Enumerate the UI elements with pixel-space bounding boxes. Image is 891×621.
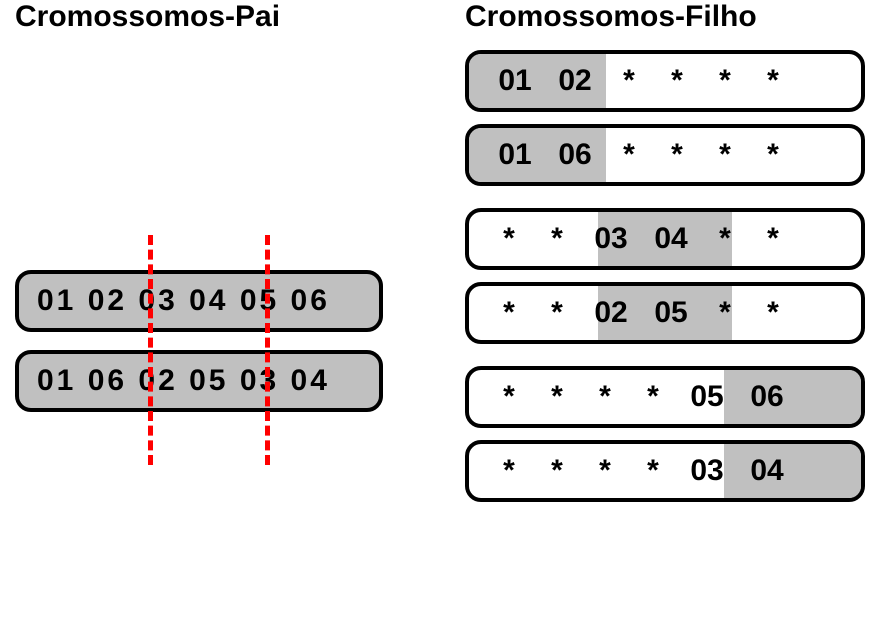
child-2-gene-2: 06 [545, 138, 605, 172]
child-6-gene-5: 03 [677, 454, 737, 488]
child-6-gene-6: 04 [737, 454, 797, 488]
child-5-gene-5: 05 [677, 380, 737, 414]
child-group-2: **0304****0205** [465, 208, 865, 344]
child-1-gene-2: 02 [545, 64, 605, 98]
child-5-gene-6: 06 [737, 380, 797, 414]
child-3-gene-6: * [749, 222, 797, 256]
child-4-gene-1: * [485, 296, 533, 330]
child-1-gene-4: * [653, 64, 701, 98]
child-5-gene-1: * [485, 380, 533, 414]
child-5-gene-2: * [533, 380, 581, 414]
child-chromosome-1: 0102**** [465, 50, 865, 112]
child-chromosome-3: **0304** [465, 208, 865, 270]
child-1-gene-1: 01 [485, 64, 545, 98]
child-title: Cromossomos-Filho [465, 0, 757, 34]
child-4-gene-5: * [701, 296, 749, 330]
child-3-gene-2: * [533, 222, 581, 256]
parent-title: Cromossomos-Pai [15, 0, 280, 34]
child-3-gene-1: * [485, 222, 533, 256]
child-chromosome-4: **0205** [465, 282, 865, 344]
child-6-gene-1: * [485, 454, 533, 488]
child-chromosome-2: 0106**** [465, 124, 865, 186]
child-group-1: 0102****0106**** [465, 50, 865, 186]
child-2-gene-4: * [653, 138, 701, 172]
child-6-gene-2: * [533, 454, 581, 488]
child-4-gene-3: 02 [581, 296, 641, 330]
child-4-gene-4: 05 [641, 296, 701, 330]
crossover-cut-line-1 [148, 235, 153, 465]
child-2-gene-1: 01 [485, 138, 545, 172]
child-3-gene-4: 04 [641, 222, 701, 256]
child-3-gene-5: * [701, 222, 749, 256]
parent-chromosome-1: 01 02 03 04 05 06 [15, 270, 383, 332]
child-6-gene-3: * [581, 454, 629, 488]
child-5-gene-4: * [629, 380, 677, 414]
child-chromosome-5: ****0506 [465, 366, 865, 428]
parent-chromosome-2: 01 06 02 05 03 04 [15, 350, 383, 412]
child-4-gene-6: * [749, 296, 797, 330]
parent-chromosomes-container: 01 02 03 04 05 06 01 06 02 05 03 04 [15, 270, 383, 430]
parent-1-genes: 01 02 03 04 05 06 [19, 284, 330, 318]
child-group-3: ****0506****0304 [465, 366, 865, 502]
child-5-gene-3: * [581, 380, 629, 414]
child-3-gene-3: 03 [581, 222, 641, 256]
child-4-gene-2: * [533, 296, 581, 330]
crossover-cut-line-2 [265, 235, 270, 465]
child-1-gene-5: * [701, 64, 749, 98]
child-chromosome-6: ****0304 [465, 440, 865, 502]
child-2-gene-5: * [701, 138, 749, 172]
child-2-gene-3: * [605, 138, 653, 172]
parent-2-genes: 01 06 02 05 03 04 [19, 364, 330, 398]
child-2-gene-6: * [749, 138, 797, 172]
child-chromosomes-container: 0102****0106******0304****0205******0506… [465, 50, 865, 524]
child-6-gene-4: * [629, 454, 677, 488]
child-1-gene-3: * [605, 64, 653, 98]
child-1-gene-6: * [749, 64, 797, 98]
